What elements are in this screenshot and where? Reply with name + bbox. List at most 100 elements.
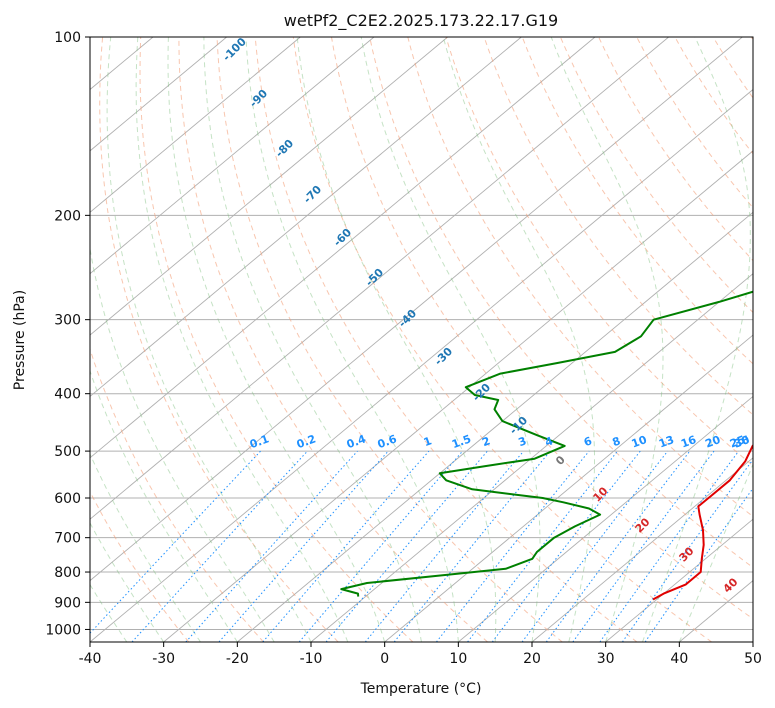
mixing-ratio-line <box>364 450 524 642</box>
mixing-ratio-line <box>621 458 753 642</box>
isotherm-line <box>90 37 227 152</box>
mixing-ratio-label: 4 <box>543 434 555 449</box>
x-tick-label: 50 <box>744 651 762 667</box>
dry-adiabat-line <box>445 37 753 467</box>
x-tick-label: -20 <box>226 651 249 667</box>
mixing-ratio-line <box>545 450 691 642</box>
dry-adiabat-line <box>407 37 753 518</box>
mixing-ratio-line <box>572 450 715 642</box>
mixing-ratio-line <box>599 450 740 642</box>
mixing-ratio-label: 16 <box>679 433 698 451</box>
chart-title: wetPf2_C2E2.2025.173.22.17.G19 <box>284 11 558 31</box>
mixing-ratio-line <box>393 450 551 642</box>
isotherm-line <box>90 37 301 213</box>
isotherm-line <box>531 457 753 642</box>
mixing-ratio-label: 13 <box>657 433 676 450</box>
isotherm-line <box>90 37 669 520</box>
dewpoint-line <box>340 290 753 597</box>
mixing-ratio-label: 8 <box>611 434 623 449</box>
dry-adiabat-line <box>292 37 712 642</box>
y-tick-label: 300 <box>54 313 81 329</box>
x-tick-label: 30 <box>597 651 615 667</box>
mixing-ratio-line <box>436 450 590 642</box>
mixing-ratio-label: 30 <box>732 433 751 451</box>
isotherm-line <box>237 211 753 642</box>
isotherm-line <box>90 37 596 459</box>
mixing-ratio-label: 0.2 <box>295 432 318 451</box>
mixing-ratio-label: 25 <box>728 433 747 450</box>
mixing-ratio-label: 20 <box>703 433 722 451</box>
y-tick-label: 900 <box>54 595 81 611</box>
x-axis-ticks: -40 -30 -20 -10 0 10 20 30 40 50 <box>79 642 762 667</box>
temperature-line <box>652 444 753 601</box>
x-tick-label: -10 <box>300 651 323 667</box>
profile-lines <box>340 290 753 601</box>
moist-adiabat-line <box>296 37 497 642</box>
x-tick-label: 0 <box>380 651 389 667</box>
isotherm-line <box>90 37 522 398</box>
isotherm-line <box>310 273 753 642</box>
isotherm-line <box>458 395 753 642</box>
dry-adiabat-line <box>369 37 753 569</box>
mixing-ratio-line <box>90 450 261 634</box>
y-tick-label: 200 <box>54 208 81 224</box>
mixing-ratio-label: 1.5 <box>450 432 473 451</box>
background-grid <box>90 37 753 642</box>
moist-adiabat-line <box>167 37 386 642</box>
mixing-ratio-label: 0.6 <box>376 432 399 451</box>
mixing-ratio-label: 3 <box>517 434 529 449</box>
x-axis-label: Temperature (°C) <box>360 681 482 697</box>
dry-adiabat-line <box>178 37 488 642</box>
x-tick-label: 20 <box>523 651 541 667</box>
x-tick-label: -40 <box>79 651 102 667</box>
mixing-ratio-label: 0.1 <box>248 432 271 451</box>
y-axis-label: Pressure (hPa) <box>12 290 28 390</box>
mixing-ratio-label: 0.4 <box>345 432 368 451</box>
mixing-ratio-label: 10 <box>630 433 649 451</box>
y-tick-label: 400 <box>54 387 81 403</box>
mixing-ratio-line <box>218 450 389 642</box>
moist-adiabat-line <box>135 37 349 642</box>
mixing-ratio-label: 1 <box>422 434 434 449</box>
y-tick-label: 100 <box>54 30 81 46</box>
mixing-ratio-label: 36 <box>732 433 751 451</box>
mixing-ratio-line <box>521 450 669 642</box>
plot-frame <box>89 36 754 643</box>
isotherm-line <box>90 37 448 336</box>
isotherm-line <box>90 37 743 582</box>
mixing-ratio-label: 6 <box>582 434 594 449</box>
x-tick-label: 40 <box>670 651 688 667</box>
y-axis-ticks: 100 200 300 400 500 600 700 800 900 1000 <box>45 30 90 638</box>
dry-adiabat-line <box>216 37 563 642</box>
x-tick-label: 10 <box>449 651 467 667</box>
dry-adiabat-line <box>99 37 339 642</box>
mixing-ratio-line <box>325 450 488 642</box>
isotherm-line <box>90 37 375 275</box>
dry-adiabat-line <box>331 37 753 620</box>
moist-adiabat-line <box>90 246 275 642</box>
mixing-ratio-line <box>185 450 358 642</box>
moist-adiabat-line <box>106 37 312 642</box>
y-tick-label: 700 <box>54 531 81 547</box>
dry-adiabat-line <box>90 347 264 642</box>
x-tick-label: -30 <box>152 651 175 667</box>
y-tick-label: 500 <box>54 444 81 460</box>
mixing-ratio-label: 2 <box>480 434 492 449</box>
moist-adiabat-line <box>678 463 753 642</box>
mixing-ratio-line <box>131 450 308 642</box>
moist-adiabat-line <box>360 37 541 642</box>
isotherm-line <box>163 150 753 642</box>
moist-adiabat-line <box>442 37 595 642</box>
mixing-ratio-line <box>644 487 753 642</box>
moist-adiabat-line <box>90 452 201 642</box>
y-tick-label: 600 <box>54 491 81 507</box>
dry-adiabat-line <box>254 37 638 642</box>
moist-adiabat-line <box>642 37 751 642</box>
moist-adiabat-line <box>90 369 238 642</box>
y-tick-label: 1000 <box>45 622 81 638</box>
y-tick-label: 800 <box>54 565 81 581</box>
isotherm-line <box>605 518 753 642</box>
isotherm-line <box>384 334 753 642</box>
isotherm-line <box>90 88 753 642</box>
